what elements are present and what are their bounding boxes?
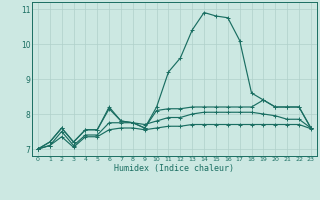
X-axis label: Humidex (Indice chaleur): Humidex (Indice chaleur) <box>115 164 234 173</box>
